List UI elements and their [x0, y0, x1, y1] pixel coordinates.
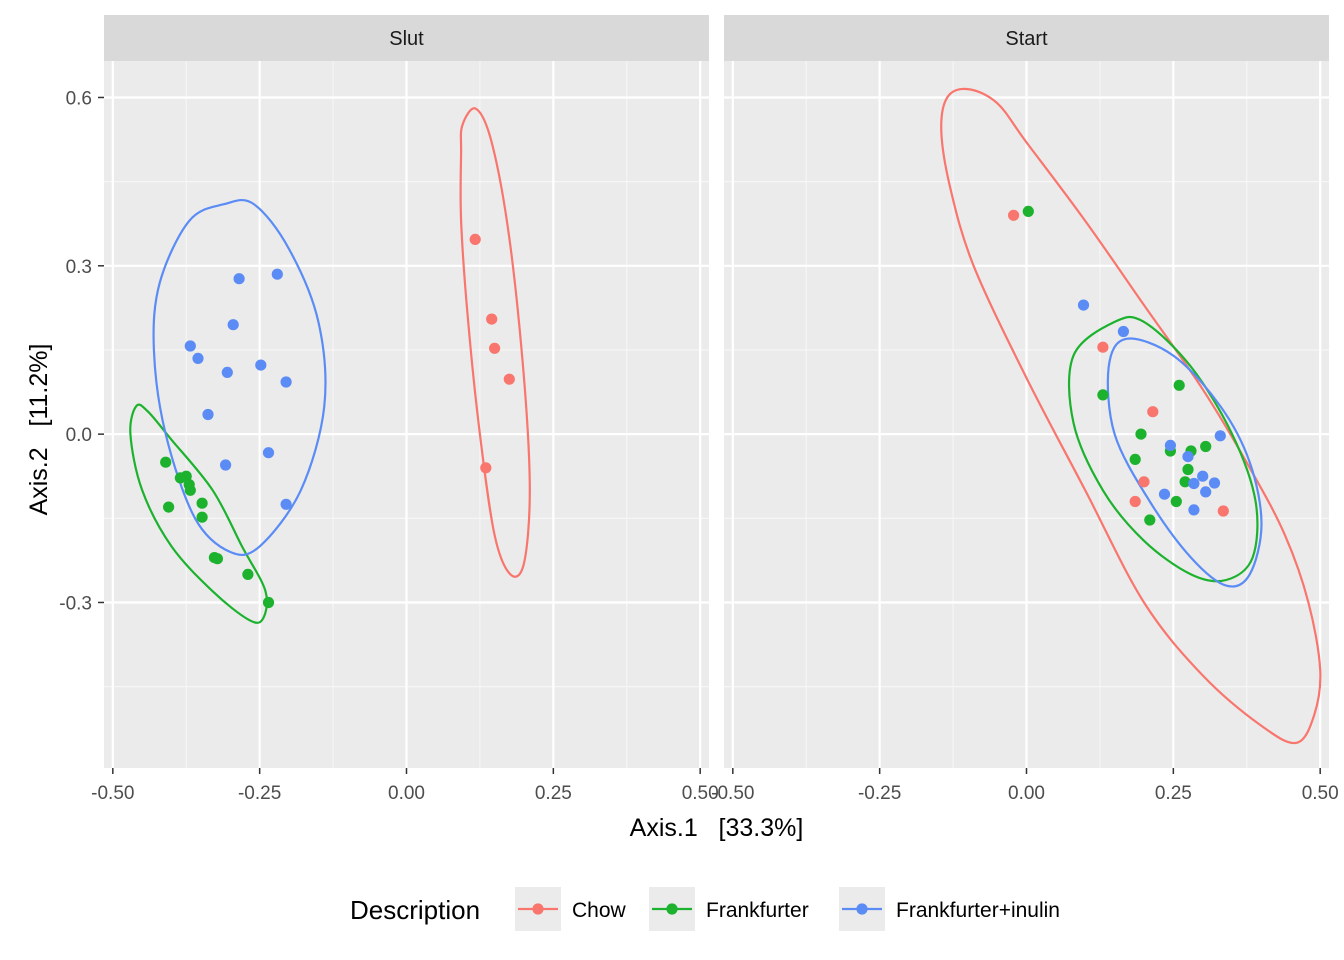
legend-item-chow: Chow: [515, 887, 627, 931]
point-frankfurter-inulin: [1164, 439, 1176, 451]
point-chow: [1008, 209, 1020, 221]
point-chow: [469, 233, 481, 245]
point-frankfurter: [1135, 428, 1147, 440]
strip-start: [724, 15, 1329, 61]
legend-label: Frankfurter: [706, 899, 809, 922]
y-tick-label: 0.0: [66, 425, 92, 446]
point-chow: [1138, 476, 1150, 488]
point-chow: [1147, 406, 1159, 418]
legend-title: Description: [350, 895, 480, 925]
point-frankfurter-inulin: [1214, 430, 1226, 442]
legend-key-point: [532, 903, 544, 915]
point-frankfurter: [1170, 495, 1182, 508]
point-chow: [480, 462, 492, 474]
panel-start: Start -0.50 -0.25 0.00 0.25 0.50: [711, 15, 1339, 804]
x-tick-label: -0.50: [91, 783, 134, 804]
x-tick-label: 0.50: [682, 783, 719, 804]
legend-label: Chow: [572, 899, 627, 922]
point-frankfurter-inulin: [221, 366, 233, 378]
ellipse-frankfurter-slut: [129, 403, 269, 624]
point-frankfurter-inulin: [220, 459, 232, 471]
point-frankfurter: [180, 470, 192, 482]
x-tick-label: -0.25: [858, 783, 901, 804]
point-chow: [1217, 505, 1229, 517]
strip-slut: [104, 15, 709, 61]
legend-item-frankfurter: Frankfurter: [649, 887, 809, 931]
point-frankfurter: [211, 553, 223, 565]
point-frankfurter: [196, 497, 208, 509]
ellipse-frankfurter-inulin-slut: [152, 198, 327, 557]
strip-label-slut: Slut: [389, 28, 424, 50]
point-frankfurter-inulin: [280, 498, 292, 510]
point-frankfurter-inulin: [1208, 477, 1221, 489]
x-tick-label: -0.50: [711, 783, 754, 804]
x-tick-label: 0.00: [1008, 783, 1045, 804]
point-frankfurter: [262, 596, 275, 609]
point-frankfurter-inulin: [202, 408, 214, 421]
x-tick-label: 0.00: [388, 783, 425, 804]
point-frankfurter-inulin: [255, 359, 267, 371]
legend-key-point: [856, 903, 868, 915]
point-frankfurter: [1129, 453, 1141, 465]
point-frankfurter-inulin: [1188, 477, 1200, 490]
point-chow: [486, 313, 498, 325]
ellipse-chow-start: [940, 87, 1322, 745]
point-chow: [489, 342, 501, 354]
x-tick-label: -0.25: [238, 783, 281, 804]
point-frankfurter: [184, 484, 196, 496]
ellipse-frankfurter-inulin-start: [1106, 337, 1263, 588]
point-frankfurter-inulin: [271, 268, 283, 280]
point-frankfurter: [242, 568, 254, 581]
point-frankfurter-inulin: [233, 273, 245, 285]
y-tick-label: 0.3: [66, 257, 92, 278]
point-frankfurter: [160, 456, 172, 468]
point-frankfurter: [163, 501, 175, 513]
y-axis-title: Axis.2 [11.2%]: [25, 344, 53, 516]
point-frankfurter-inulin: [280, 376, 292, 388]
point-frankfurter-inulin: [262, 447, 275, 459]
point-frankfurter: [1022, 205, 1034, 217]
panel-slut: Slut -0.50 -0.25 0.00 0.25 0.50 -0.3 0.0 0.3 0.6: [59, 15, 719, 804]
point-frankfurter: [1144, 514, 1156, 526]
legend-key-point: [666, 903, 678, 915]
ellipse-frankfurter-start: [1067, 315, 1259, 583]
strip-label-start: Start: [1005, 28, 1048, 50]
point-frankfurter-inulin: [1182, 451, 1194, 463]
ellipse-chow-slut: [459, 107, 531, 578]
y-tick-label: 0.6: [66, 88, 92, 109]
point-frankfurter-inulin: [1200, 486, 1212, 498]
x-tick-label: 0.50: [1302, 783, 1339, 804]
y-tick-label: -0.3: [59, 593, 92, 614]
legend: Description Chow Frankfurter Frankfurter+in…: [350, 887, 1060, 931]
point-frankfurter-inulin: [227, 319, 239, 331]
point-frankfurter-inulin: [192, 352, 204, 364]
point-chow: [1129, 495, 1141, 508]
point-frankfurter: [1097, 389, 1109, 401]
point-chow: [1097, 341, 1109, 353]
point-frankfurter-inulin: [184, 340, 196, 352]
point-frankfurter-inulin: [1197, 470, 1209, 482]
point-frankfurter-inulin: [1188, 504, 1200, 516]
point-frankfurter-inulin: [1117, 325, 1129, 338]
point-frankfurter-inulin: [1077, 299, 1090, 311]
point-frankfurter: [196, 511, 208, 523]
point-frankfurter: [1182, 463, 1194, 476]
legend-item-frankfurter-inulin: Frankfurter+inulin: [839, 887, 1060, 931]
point-chow: [503, 373, 515, 385]
point-frankfurter: [1200, 440, 1212, 453]
point-frankfurter: [1173, 379, 1185, 391]
x-axis-title: Axis.1 [33.3%]: [630, 814, 804, 842]
x-tick-label: 0.25: [535, 783, 572, 804]
point-frankfurter-inulin: [1158, 488, 1171, 500]
legend-label: Frankfurter+inulin: [896, 899, 1060, 922]
x-tick-label: 0.25: [1155, 783, 1192, 804]
point-frankfurter: [1179, 476, 1191, 488]
